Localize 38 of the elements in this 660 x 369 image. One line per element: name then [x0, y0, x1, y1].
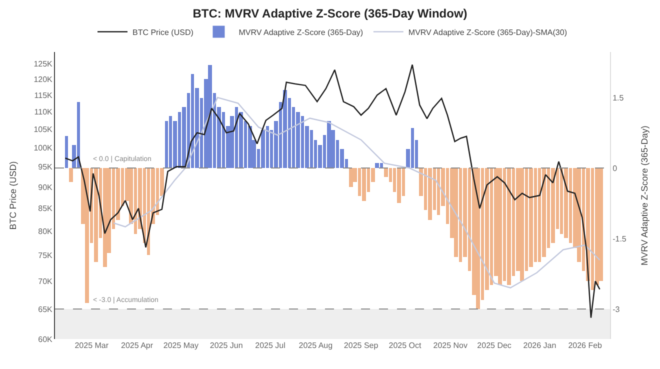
y-axis-title: BTC Price (USD): [8, 161, 18, 230]
legend-label: MVRV Adaptive Z-Score (365-Day)-SMA(30): [408, 28, 568, 37]
y-tick-label: 100K: [34, 143, 54, 152]
line-series: [112, 96, 600, 288]
y-tick-label: 105K: [34, 124, 54, 134]
x-tick-label: 2025 May: [163, 341, 199, 350]
x-tick-label: 2025 Apr: [120, 341, 154, 350]
y-tick-label: 95K: [38, 162, 54, 172]
x-tick-label: 2026 Feb: [568, 341, 603, 350]
y2-tick-label: 1.5: [612, 93, 624, 102]
y-tick-label: 115K: [34, 90, 54, 100]
y2-axis-title: MVRV Adaptive Z-Score (365-Day): [640, 126, 650, 266]
x-tick-label: 2025 Aug: [298, 341, 333, 350]
y-tick-label: 80K: [38, 226, 54, 236]
y-tick-label: 85K: [38, 204, 54, 214]
y-tick-label: 110K: [34, 108, 54, 117]
y-tick-label: 125K: [34, 60, 54, 69]
x-tick-label: 2026 Jan: [523, 341, 556, 350]
x-tick-label: 2025 Mar: [74, 341, 109, 350]
x-tick-label: 2025 Jun: [210, 341, 243, 350]
y2-tick-label: -3: [612, 304, 620, 314]
y-tick-label: 75K: [38, 251, 54, 260]
y2-tick-label: -1.5: [612, 234, 627, 244]
chart-title: BTC: MVRV Adaptive Z-Score (365-Day Window): [192, 6, 468, 21]
y-tick-label: 60K: [38, 334, 54, 344]
x-tick-label: 2025 Dec: [477, 341, 512, 350]
line-series: [64, 64, 600, 318]
y-tick-label: 90K: [38, 182, 54, 192]
x-tick-label: 2025 Nov: [433, 341, 468, 350]
legend-label: MVRV Adaptive Z-Score (365-Day): [238, 28, 364, 37]
x-tick-label: 2025 Oct: [388, 341, 422, 350]
x-tick-label: 2025 Sep: [344, 341, 379, 350]
legend-label: BTC Price (USD): [132, 28, 194, 37]
x-tick-label: 2025 Jul: [255, 341, 286, 350]
y2-tick-label: 0: [612, 164, 618, 173]
y-tick-label: 65K: [38, 304, 54, 314]
y-tick-label: 70K: [38, 277, 54, 286]
y-tick-label: 120K: [34, 74, 54, 84]
